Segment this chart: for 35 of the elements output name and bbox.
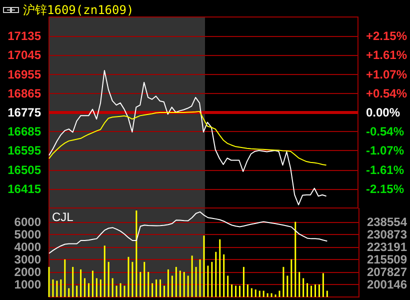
y2-tick-label: 223191: [366, 240, 408, 254]
y-tick-label: 16955: [8, 67, 42, 82]
y-tick-label: 5000: [14, 227, 42, 242]
y-tick-label: 3000: [14, 252, 42, 266]
y-tick-label: 4000: [14, 240, 42, 254]
line-series: [48, 70, 327, 206]
y-tick-label: 16415: [8, 182, 42, 196]
y-tick-label: 16775: [8, 106, 42, 120]
annotation: CJL: [52, 210, 74, 224]
y2-tick-label: 238554: [366, 214, 408, 229]
y-tick-label: 1000: [14, 277, 42, 292]
y2-tick-label: -1.07%: [366, 144, 404, 158]
y-tick-label: 6000: [14, 214, 42, 229]
y2-tick-label: +1.61%: [366, 48, 408, 62]
y-tick-label: 16595: [8, 144, 42, 158]
y2-tick-label: +1.07%: [366, 67, 408, 82]
y2-tick-label: 207827: [366, 264, 408, 279]
y2-tick-label: -0.54%: [366, 124, 404, 139]
line-series: [48, 211, 328, 254]
y-tick-label: 16505: [8, 162, 42, 177]
y2-tick-label: 230873: [366, 227, 408, 242]
y-tick-label: 2000: [14, 264, 42, 279]
chart-title: 沪锌1609(zn1609): [23, 2, 134, 19]
y-tick-label: 17045: [8, 48, 42, 62]
y2-tick-label: 215509: [366, 252, 408, 266]
y2-tick-label: +2.15%: [366, 28, 408, 43]
y2-tick-label: +0.54%: [366, 86, 408, 100]
y-tick-label: 16865: [8, 86, 42, 100]
y2-tick-label: -2.15%: [366, 182, 404, 196]
line-series: [48, 110, 327, 166]
y2-tick-label: 200146: [366, 277, 408, 292]
y-tick-label: 16685: [8, 124, 42, 139]
y-tick-label: 17135: [8, 29, 42, 44]
y2-tick-label: -1.61%: [366, 162, 404, 177]
y2-tick-label: 0.00%: [366, 106, 400, 120]
